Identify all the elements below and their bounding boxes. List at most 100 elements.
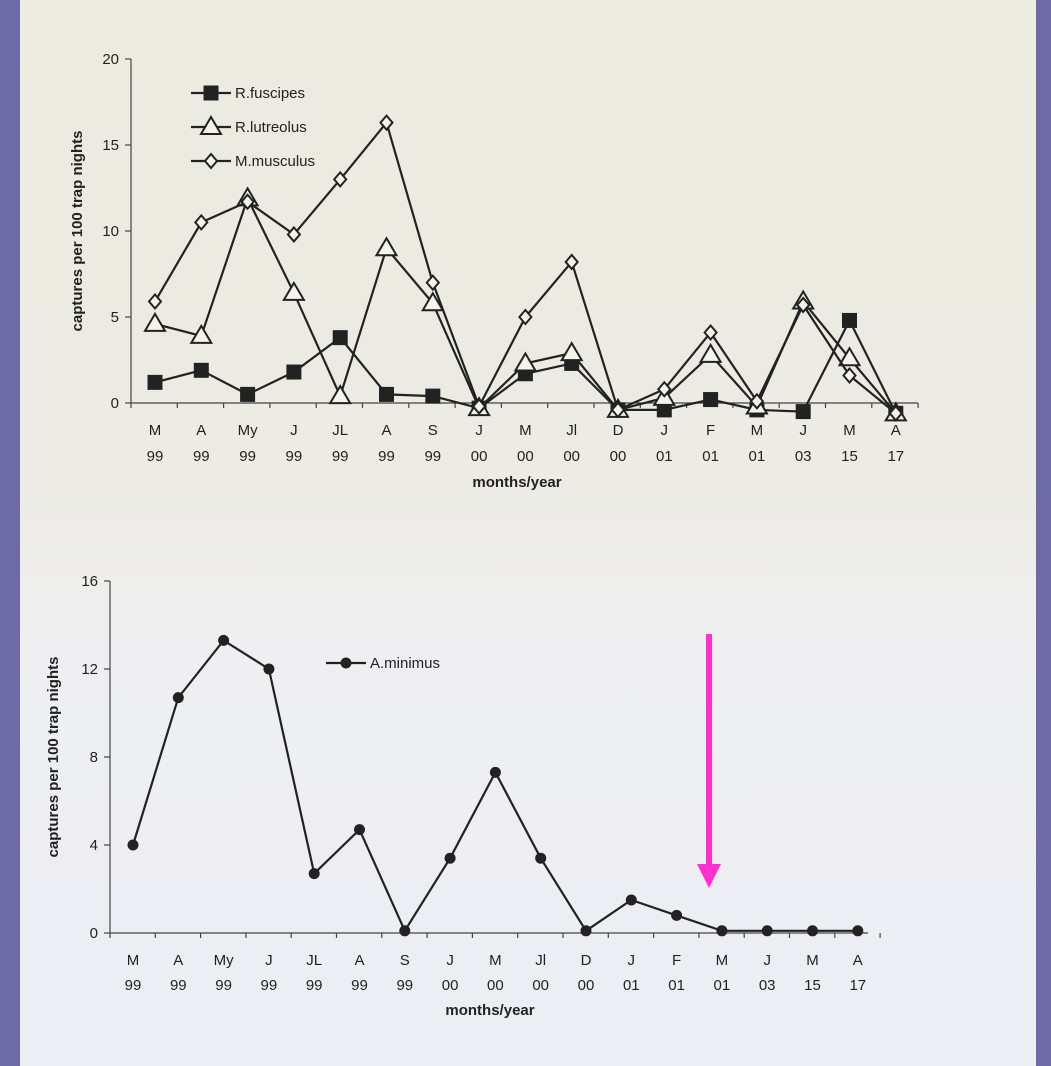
y-axis-label: captures per 100 trap nights xyxy=(45,657,62,858)
data-point-marker xyxy=(625,894,637,906)
x-tick-label-year: 00 xyxy=(487,977,504,994)
x-tick-label-year: 99 xyxy=(351,977,368,994)
data-point-marker xyxy=(193,362,209,378)
y-tick-label: 5 xyxy=(111,309,119,326)
data-point-marker xyxy=(888,404,904,422)
x-tick-label-year: 03 xyxy=(795,448,812,465)
x-tick-label-month: D xyxy=(581,952,592,969)
data-point-marker xyxy=(837,346,862,367)
data-point-marker xyxy=(580,925,592,937)
legend-entry: R.lutreolus xyxy=(191,115,307,136)
data-point-marker xyxy=(286,225,302,243)
data-point-marker xyxy=(172,692,184,704)
x-tick-label-month: M xyxy=(519,422,532,439)
x-axis-label: months/year xyxy=(445,1002,534,1019)
x-tick-label-month: J xyxy=(475,422,483,439)
x-tick-label-month: M xyxy=(489,952,502,969)
x-tick-label-year: 99 xyxy=(239,448,256,465)
x-tick-label-month: A xyxy=(196,422,206,439)
data-point-marker xyxy=(703,323,718,342)
x-tick-label-year: 17 xyxy=(849,977,866,994)
data-point-marker xyxy=(240,386,256,402)
x-tick-label-month: J xyxy=(628,952,636,969)
data-point-marker xyxy=(703,392,719,408)
x-tick-label-month: Jl xyxy=(566,422,577,439)
x-tick-label-year: 00 xyxy=(610,448,627,465)
data-point-marker xyxy=(379,114,394,132)
x-tick-label-month: M xyxy=(716,952,729,969)
x-tick-label-month: J xyxy=(290,422,298,439)
data-point-marker xyxy=(716,925,728,937)
data-point-marker xyxy=(328,384,352,405)
y-tick-label: 16 xyxy=(81,573,98,590)
legend-entry: A.minimus xyxy=(326,655,440,672)
data-point-marker xyxy=(193,213,209,231)
y-tick-label: 8 xyxy=(90,749,98,766)
data-point-marker xyxy=(127,839,139,851)
x-tick-label-year: 00 xyxy=(471,448,488,465)
data-point-marker xyxy=(147,292,163,311)
x-tick-label-year: 01 xyxy=(656,448,673,465)
series-line xyxy=(131,638,858,934)
data-point-marker xyxy=(749,392,765,410)
legend-label: R.fuscipes xyxy=(235,85,305,102)
legend-entry: M.musculus xyxy=(191,152,315,170)
data-point-marker xyxy=(354,824,365,836)
x-tick-label-year: 17 xyxy=(887,448,904,465)
x-tick-label-month: A xyxy=(354,952,364,969)
x-tick-label-year: 99 xyxy=(147,448,164,465)
legend-label: M.musculus xyxy=(235,153,315,170)
x-tick-label-month: M xyxy=(843,422,856,439)
data-point-marker xyxy=(842,366,857,385)
x-tick-label-month: A xyxy=(891,422,901,439)
data-point-marker xyxy=(143,311,167,332)
data-point-marker xyxy=(489,766,501,778)
x-tick-label-month: M xyxy=(806,952,819,969)
y-tick-label: 20 xyxy=(102,51,119,68)
legend-label: R.lutreolus xyxy=(235,119,307,136)
x-tick-label-year: 01 xyxy=(749,448,766,465)
data-point-marker xyxy=(761,925,773,937)
y-tick-label: 15 xyxy=(102,137,119,154)
data-point-marker xyxy=(399,925,411,937)
x-axis-label: months/year xyxy=(472,474,561,491)
data-point-marker xyxy=(610,401,626,419)
data-point-marker xyxy=(218,634,230,646)
x-tick-label-month: J xyxy=(799,422,807,439)
y-tick-label: 4 xyxy=(90,837,98,854)
x-tick-label-year: 15 xyxy=(841,448,858,465)
x-tick-label-year: 01 xyxy=(668,977,685,994)
x-tick-label-year: 99 xyxy=(306,977,323,994)
legend-entry: R.fuscipes xyxy=(191,85,305,102)
x-tick-label-month: M xyxy=(127,952,140,969)
data-point-marker xyxy=(535,852,547,864)
data-point-marker xyxy=(842,312,857,328)
data-point-marker xyxy=(852,925,864,937)
annotation-arrow xyxy=(697,634,721,888)
x-tick-label-year: 99 xyxy=(396,977,413,994)
data-point-marker xyxy=(286,364,302,380)
x-tick-label-year: 15 xyxy=(804,977,821,994)
data-point-marker xyxy=(332,170,348,188)
data-point-marker xyxy=(147,374,163,390)
x-tick-label-year: 00 xyxy=(532,977,549,994)
data-point-marker xyxy=(263,663,275,675)
x-tick-label-year: 01 xyxy=(623,977,640,994)
legend-label: A.minimus xyxy=(370,655,440,672)
data-point-marker xyxy=(425,274,441,292)
series-m-musculus xyxy=(147,114,904,422)
data-point-marker xyxy=(698,342,723,363)
x-tick-label-year: 01 xyxy=(714,977,731,994)
data-point-marker xyxy=(374,236,399,257)
x-tick-label-month: My xyxy=(214,952,234,969)
y-axis-label: captures per 100 trap nights xyxy=(69,131,86,332)
data-point-marker xyxy=(656,380,672,398)
x-tick-label-year: 00 xyxy=(578,977,595,994)
data-point-marker xyxy=(240,193,255,211)
x-tick-label-year: 00 xyxy=(442,977,459,994)
x-tick-label-year: 01 xyxy=(702,448,719,465)
arrow-head xyxy=(697,864,721,888)
data-point-marker xyxy=(671,909,683,921)
data-point-marker xyxy=(282,280,306,301)
